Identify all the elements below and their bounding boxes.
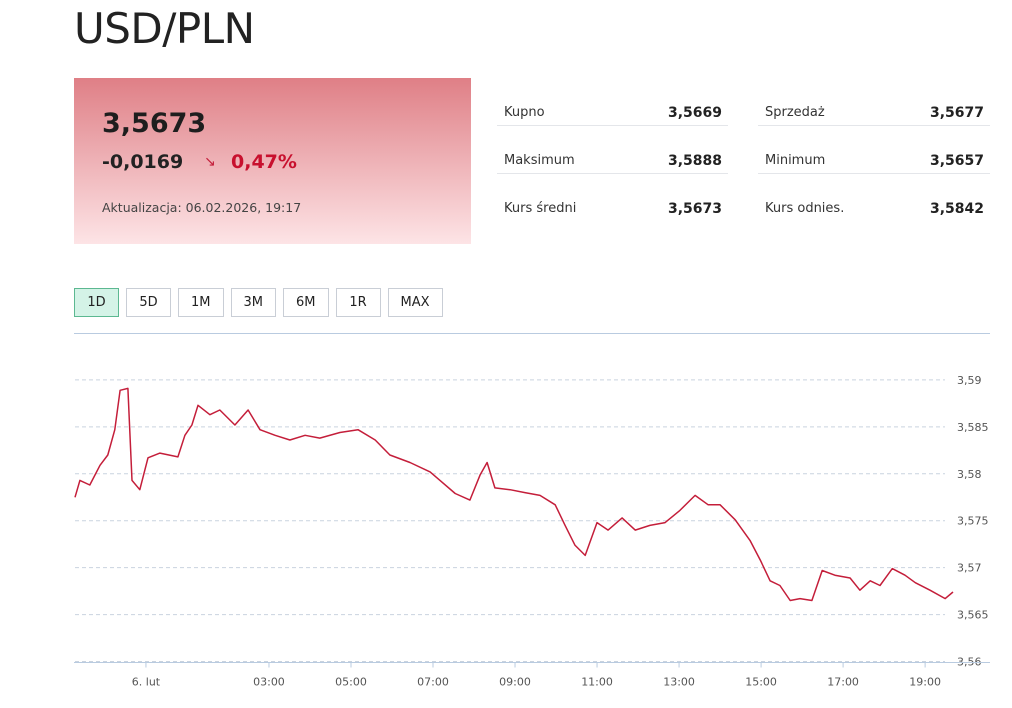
stat-row: Sprzedaż 3,5677 — [758, 78, 990, 126]
price: 3,5673 — [102, 108, 207, 139]
stat-value: 3,5673 — [667, 201, 722, 217]
range-button[interactable]: 1R — [335, 288, 381, 317]
x-tick-label: 07:00 — [417, 676, 449, 689]
stat-value: 3,5842 — [929, 201, 984, 217]
range-button[interactable]: 5D — [126, 288, 171, 317]
y-tick-label: 3,58 — [957, 468, 982, 481]
range-button[interactable]: 3M — [230, 288, 276, 317]
stat-label: Kurs odnies. — [765, 201, 845, 216]
stat-row: Kupno 3,5669 — [497, 78, 728, 126]
stat-value: 3,5669 — [667, 105, 722, 121]
stat-label: Kurs średni — [504, 201, 577, 216]
stat-row: Minimum 3,5657 — [758, 126, 990, 174]
x-tick-label: 03:00 — [253, 676, 285, 689]
x-tick-label: 05:00 — [335, 676, 367, 689]
x-tick-label: 6. lut — [132, 676, 161, 689]
update-time: Aktualizacja: 06.02.2026, 19:17 — [102, 200, 302, 215]
y-tick-label: 3,575 — [957, 515, 989, 528]
range-button[interactable]: 1M — [178, 288, 224, 317]
stat-label: Kupno — [504, 105, 545, 120]
range-selector: 1D 5D 1M 3M 6M 1R MAX — [74, 288, 443, 317]
stat-row: Kurs średni 3,5673 — [497, 174, 728, 221]
stat-row: Kurs odnies. 3,5842 — [758, 174, 990, 221]
quote-box: 3,5673 -0,0169 ↘ 0,47% Aktualizacja: 06.… — [74, 78, 471, 244]
stat-row: Maksimum 3,5888 — [497, 126, 728, 174]
stat-label: Sprzedaż — [765, 105, 825, 120]
x-tick-label: 19:00 — [909, 676, 941, 689]
x-tick-label: 13:00 — [663, 676, 695, 689]
x-tick-label: 11:00 — [581, 676, 613, 689]
x-tick-label: 17:00 — [827, 676, 859, 689]
range-button[interactable]: 6M — [283, 288, 329, 317]
change-percent: 0,47% — [231, 151, 297, 173]
range-button[interactable]: MAX — [387, 288, 443, 317]
y-tick-label: 3,59 — [957, 374, 982, 387]
x-tick-label: 15:00 — [745, 676, 777, 689]
stat-value: 3,5888 — [667, 153, 722, 169]
y-tick-label: 3,565 — [957, 609, 989, 622]
stat-label: Maksimum — [504, 153, 575, 168]
range-button[interactable]: 1D — [74, 288, 119, 317]
down-arrow-icon: ↘ — [204, 154, 216, 170]
price-line — [74, 387, 954, 602]
x-tick-label: 09:00 — [499, 676, 531, 689]
y-tick-label: 3,585 — [957, 421, 989, 434]
y-tick-label: 3,57 — [957, 562, 982, 575]
stat-label: Minimum — [765, 153, 826, 168]
change: -0,0169 — [102, 151, 184, 173]
page-title: USD/PLN — [74, 4, 255, 53]
stat-value: 3,5657 — [929, 153, 984, 169]
stat-value: 3,5677 — [929, 105, 984, 121]
